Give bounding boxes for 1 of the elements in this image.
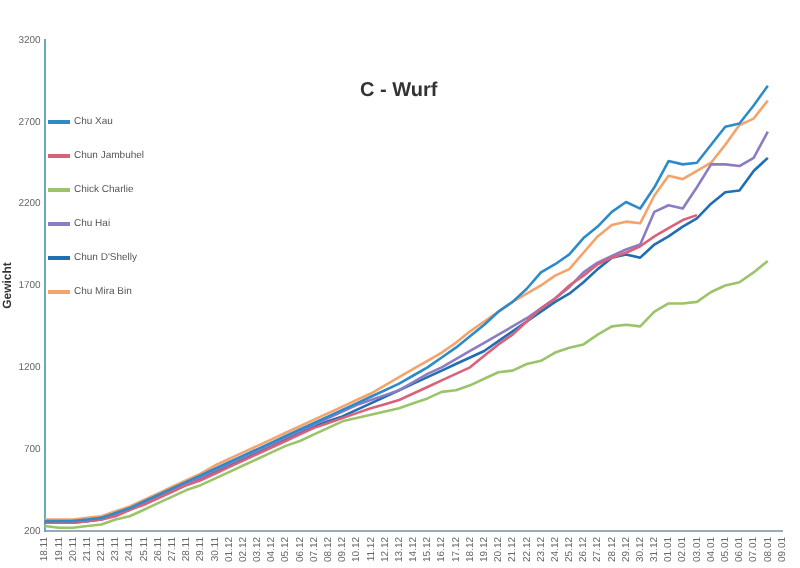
text: C - Wurf [360,80,438,102]
